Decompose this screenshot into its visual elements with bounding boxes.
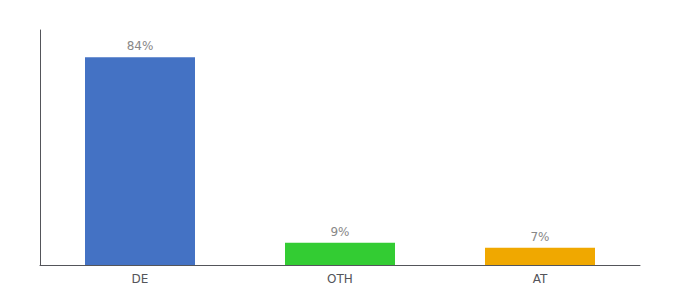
- svg-text:9%: 9%: [330, 225, 349, 239]
- svg-text:AT: AT: [533, 272, 548, 286]
- svg-text:7%: 7%: [530, 230, 549, 244]
- svg-text:DE: DE: [132, 272, 149, 286]
- svg-text:84%: 84%: [127, 39, 154, 53]
- svg-text:OTH: OTH: [327, 272, 353, 286]
